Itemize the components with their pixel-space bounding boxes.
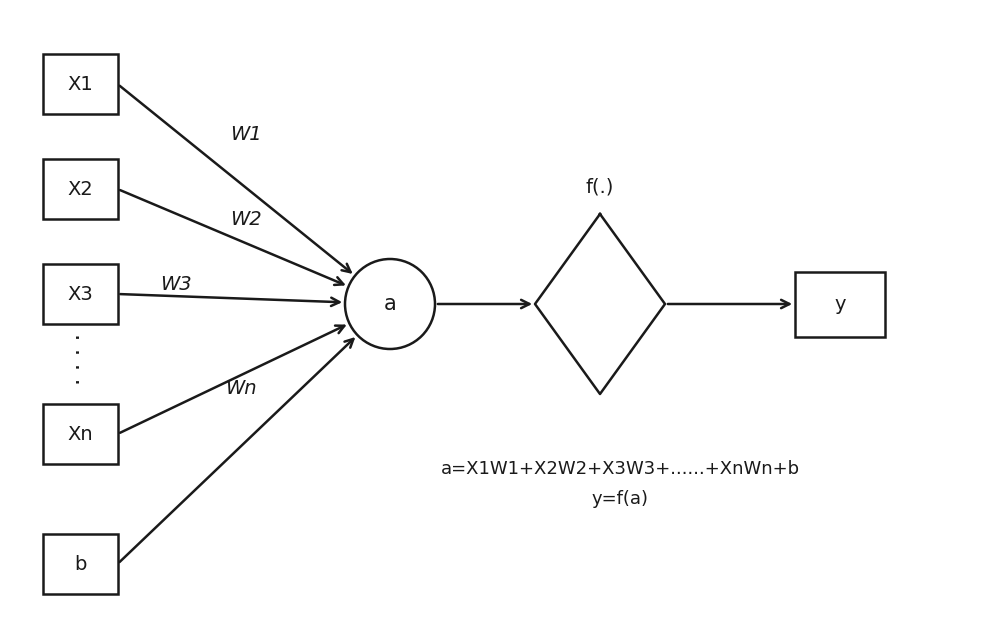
Bar bbox=[42, 264, 118, 324]
Bar bbox=[42, 404, 118, 464]
Text: b: b bbox=[74, 554, 86, 574]
Text: a=X1W1+X2W2+X3W3+......+XnWn+b: a=X1W1+X2W2+X3W3+......+XnWn+b bbox=[440, 460, 800, 478]
Text: X1: X1 bbox=[67, 75, 93, 93]
Text: f(.): f(.) bbox=[586, 177, 614, 196]
Text: Wn: Wn bbox=[225, 379, 257, 399]
Text: a: a bbox=[384, 294, 396, 314]
Bar bbox=[795, 272, 885, 337]
Text: W1: W1 bbox=[230, 124, 262, 144]
Text: W2: W2 bbox=[230, 209, 262, 229]
Text: y: y bbox=[834, 294, 846, 314]
Text: X3: X3 bbox=[67, 285, 93, 303]
Text: X2: X2 bbox=[67, 180, 93, 198]
Polygon shape bbox=[535, 214, 665, 394]
Bar bbox=[42, 534, 118, 594]
Text: y=f(a): y=f(a) bbox=[592, 490, 648, 508]
Text: W3: W3 bbox=[160, 274, 192, 294]
Circle shape bbox=[345, 259, 435, 349]
Text: · · · ·: · · · · bbox=[68, 333, 92, 385]
Text: Xn: Xn bbox=[67, 424, 93, 444]
Bar bbox=[42, 159, 118, 219]
Bar bbox=[42, 54, 118, 114]
